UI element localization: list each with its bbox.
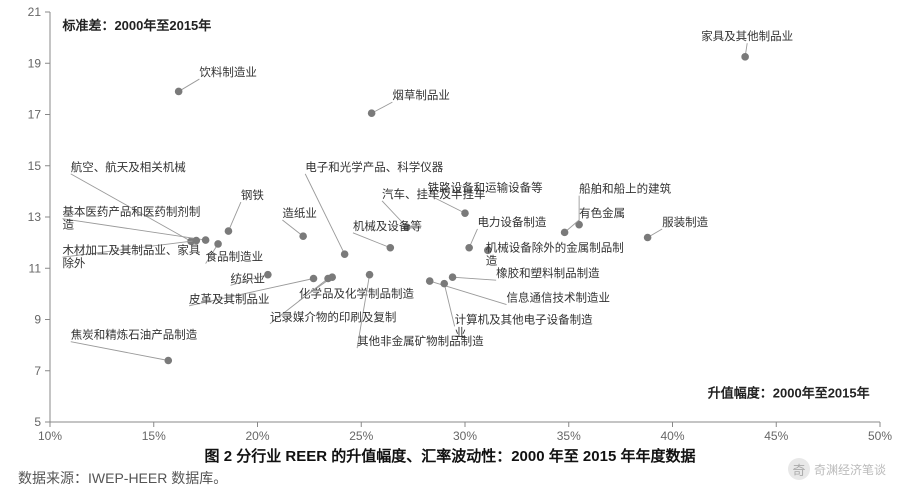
watermark-icon: 奇 bbox=[788, 458, 810, 480]
y-tick-label: 13 bbox=[28, 210, 42, 224]
point-label: 铁路设备和运输设备等 bbox=[428, 180, 543, 194]
point-label: 化学品及化学制品制造 bbox=[299, 287, 414, 301]
y-tick-label: 19 bbox=[28, 56, 42, 70]
leader-line bbox=[62, 219, 205, 240]
point-label: 饮料制造业 bbox=[199, 65, 257, 79]
point-label: 信息通信技术制造业 bbox=[507, 291, 611, 305]
scatter-point bbox=[561, 229, 569, 237]
chart-container: 10% 15% 20% 25% 30% 35% 40% 45% 50% 5 7 9 11 13 15 17 19… bbox=[0, 0, 900, 500]
leader-line bbox=[71, 342, 169, 361]
y-tick-label: 17 bbox=[28, 108, 42, 122]
scatter-point bbox=[366, 271, 374, 279]
point-label: 记录媒介物的印刷及复制 bbox=[270, 310, 397, 324]
scatter-point bbox=[164, 357, 172, 365]
y-tick-label: 21 bbox=[28, 5, 42, 19]
scatter-point bbox=[426, 277, 434, 285]
leader-line bbox=[444, 284, 454, 327]
point-label: 烟草制品业 bbox=[392, 88, 450, 102]
x-tick-label: 15% bbox=[142, 429, 166, 440]
x-tick-label: 45% bbox=[764, 429, 788, 440]
y-tick-label: 11 bbox=[29, 261, 42, 275]
data-source: 数据来源：IWEP-HEER 数据库。 bbox=[18, 468, 227, 488]
x-axis-title: 升值幅度：2000年至2015年 bbox=[708, 386, 870, 401]
y-tick-label: 5 bbox=[34, 415, 41, 429]
scatter-point bbox=[324, 275, 332, 283]
scatter-point bbox=[214, 240, 222, 248]
point-label: 橡胶和塑料制品制造 bbox=[496, 266, 600, 280]
leader-line bbox=[228, 202, 240, 231]
point-label: 机械及设备等 bbox=[353, 219, 422, 233]
scatter-point bbox=[310, 275, 318, 283]
leader-line bbox=[453, 277, 497, 280]
leader-line bbox=[282, 220, 303, 236]
x-tick-label: 10% bbox=[38, 429, 62, 440]
scatter-point bbox=[225, 227, 233, 235]
point-label: 电力设备制造 bbox=[477, 215, 546, 229]
leader-line bbox=[353, 233, 390, 248]
y-tick-label: 9 bbox=[34, 313, 41, 327]
point-label: 皮革及其制品业 bbox=[189, 292, 270, 306]
point-label: 木材加工及其制品业、家具除外 bbox=[62, 243, 200, 270]
point-label: 船舶和船上的建筑 bbox=[579, 182, 671, 196]
point-label: 食品制造业 bbox=[206, 250, 264, 264]
figure-caption: 图 2 分行业 REER 的升值幅度、汇率波动性：2000 年至 2015 年年… bbox=[0, 445, 900, 466]
y-tick-label: 15 bbox=[28, 159, 42, 173]
scatter-point bbox=[440, 280, 448, 288]
scatter-point bbox=[264, 271, 272, 279]
scatter-point bbox=[465, 244, 473, 252]
scatter-point bbox=[341, 250, 349, 258]
x-tick-label: 30% bbox=[453, 429, 477, 440]
y-axis-title: 标准差：2000年至2015年 bbox=[61, 18, 211, 33]
point-label: 基本医药产品和医药制剂制造 bbox=[62, 205, 200, 232]
scatter-point bbox=[387, 244, 395, 252]
scatter-point bbox=[644, 234, 652, 242]
scatter-point bbox=[461, 209, 469, 217]
y-tick-label: 7 bbox=[34, 364, 41, 378]
x-tick-label: 35% bbox=[557, 429, 581, 440]
point-label: 有色金属 bbox=[579, 206, 625, 220]
x-tick-label: 40% bbox=[660, 429, 684, 440]
point-label: 机械设备除外的金属制品制造 bbox=[486, 241, 624, 268]
point-label: 造纸业 bbox=[282, 206, 317, 220]
point-label: 纺织业 bbox=[231, 271, 266, 285]
point-label: 服装制造 bbox=[662, 215, 708, 229]
point-label: 焦炭和精炼石油产品制造 bbox=[71, 328, 198, 342]
scatter-point bbox=[175, 88, 183, 96]
scatter-point bbox=[449, 273, 457, 281]
scatter-point bbox=[192, 237, 200, 245]
watermark-text: 奇渊经济笔谈 bbox=[814, 461, 886, 478]
watermark: 奇 奇渊经济笔谈 bbox=[788, 458, 886, 480]
scatter-point bbox=[368, 109, 376, 117]
point-label: 电子和光学产品、科学仪器 bbox=[305, 160, 443, 174]
scatter-point bbox=[202, 236, 210, 244]
point-label: 航空、航天及相关机械 bbox=[71, 160, 186, 174]
x-tick-label: 50% bbox=[868, 429, 892, 440]
x-tick-label: 20% bbox=[245, 429, 269, 440]
scatter-point bbox=[299, 232, 307, 240]
scatter-chart: 10% 15% 20% 25% 30% 35% 40% 45% 50% 5 7 9 11 13 15 17 19… bbox=[0, 0, 900, 440]
point-label: 家具及其他制品业 bbox=[701, 29, 793, 43]
x-tick-label: 25% bbox=[349, 429, 373, 440]
point-label: 钢铁 bbox=[241, 189, 264, 202]
scatter-point bbox=[741, 53, 749, 61]
